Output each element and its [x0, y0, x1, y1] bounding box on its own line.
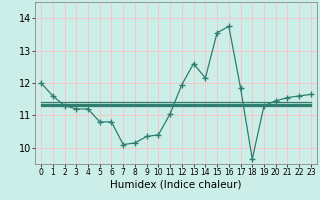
- X-axis label: Humidex (Indice chaleur): Humidex (Indice chaleur): [110, 180, 242, 190]
